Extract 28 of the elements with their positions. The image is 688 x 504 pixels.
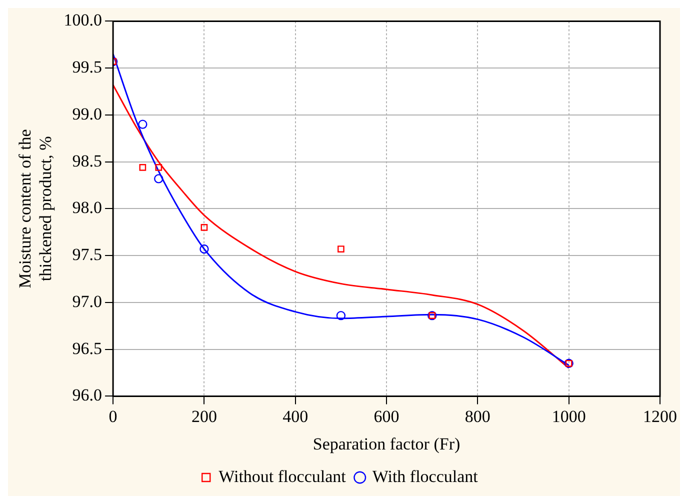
y-tick-label: 100.0 xyxy=(64,10,102,30)
x-tick-label: 800 xyxy=(464,406,490,426)
legend-label: With flocculant xyxy=(372,466,478,486)
y-tick-label: 99.0 xyxy=(72,104,102,124)
y-axis-title: Moisture content of the thickened product, % xyxy=(16,129,56,288)
point xyxy=(138,120,148,129)
point xyxy=(200,224,208,231)
y-tick-label: 99.5 xyxy=(72,58,102,77)
x-tick-label: 200 xyxy=(191,406,217,426)
y-tick-label: 98.0 xyxy=(72,198,102,218)
x-tick-label: 1000 xyxy=(552,406,586,426)
y-tick-label: 98.5 xyxy=(72,151,102,170)
y-tick-label: 97.5 xyxy=(72,245,102,264)
point xyxy=(139,164,146,171)
point xyxy=(336,310,346,320)
point xyxy=(155,164,162,171)
legend-label: Without flocculant xyxy=(218,466,346,486)
x-tick-label: 600 xyxy=(374,406,400,426)
point xyxy=(154,174,164,184)
point xyxy=(200,244,209,254)
y-tick-label: 96.5 xyxy=(72,338,102,358)
y-tick-label: 96.0 xyxy=(72,386,102,405)
x-tick-label: 1200 xyxy=(643,406,677,426)
y-tick-label: 97.0 xyxy=(72,292,102,311)
x-axis-title: Separation factor (Fr) xyxy=(312,434,460,454)
x-tick-label: 0 xyxy=(108,406,118,426)
x-tick-label: 400 xyxy=(282,406,308,426)
point xyxy=(338,246,344,252)
